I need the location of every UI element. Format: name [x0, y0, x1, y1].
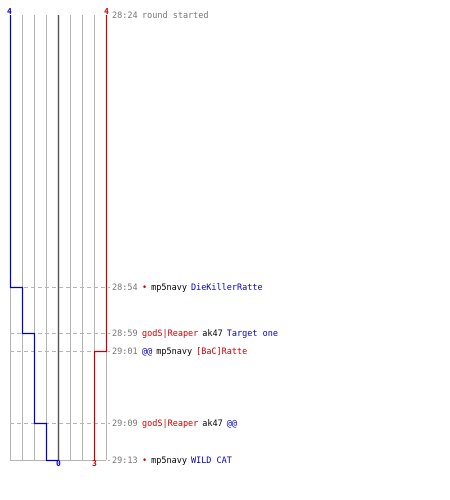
event-time: 28:59: [112, 329, 138, 339]
blue-team-score-line: [9, 15, 59, 462]
event-text: ak47: [202, 329, 223, 339]
event-text: godS|Reaper: [142, 329, 199, 339]
event-text: ak47: [202, 419, 223, 429]
event-row: godS|Reaper ak47 Target one: [142, 329, 282, 340]
event-text: •: [142, 283, 148, 293]
event-time: 28:54: [112, 283, 138, 293]
event-text: •: [142, 456, 148, 466]
event-row: @@ mp5navy [BaC]Ratte: [142, 347, 251, 358]
event-text: @@: [226, 419, 238, 429]
event-text: @@: [142, 347, 153, 357]
event-row: • mp5navy WILD CAT: [142, 456, 236, 467]
event-time: 29:01: [112, 347, 138, 357]
event-text: mp5navy: [151, 283, 187, 293]
event-row: godS|Reaper ak47 @@: [142, 419, 241, 430]
event-text: WILD CAT: [190, 456, 232, 466]
event-text: godS|Reaper: [142, 419, 199, 429]
red-start-score: 4: [104, 7, 109, 16]
blue-start-score: 4: [7, 7, 12, 16]
event-text: mp5navy: [151, 456, 187, 466]
event-text: mp5navy: [156, 347, 193, 357]
event-row: • mp5navy DieKillerRatte: [142, 283, 267, 294]
blue-end-score: 0: [56, 459, 61, 468]
event-text: DieKillerRatte: [190, 283, 263, 293]
event-time: 29:09: [112, 419, 138, 429]
event-row: round started: [142, 11, 213, 22]
event-text: Target one: [226, 329, 278, 339]
event-time: 29:13: [112, 456, 138, 466]
event-text: [BaC]Ratte: [196, 347, 248, 357]
red-end-score: 3: [92, 459, 97, 468]
event-text: round started: [142, 11, 209, 21]
red-team-score-line: [93, 15, 108, 461]
event-time: 28:24: [112, 11, 138, 21]
